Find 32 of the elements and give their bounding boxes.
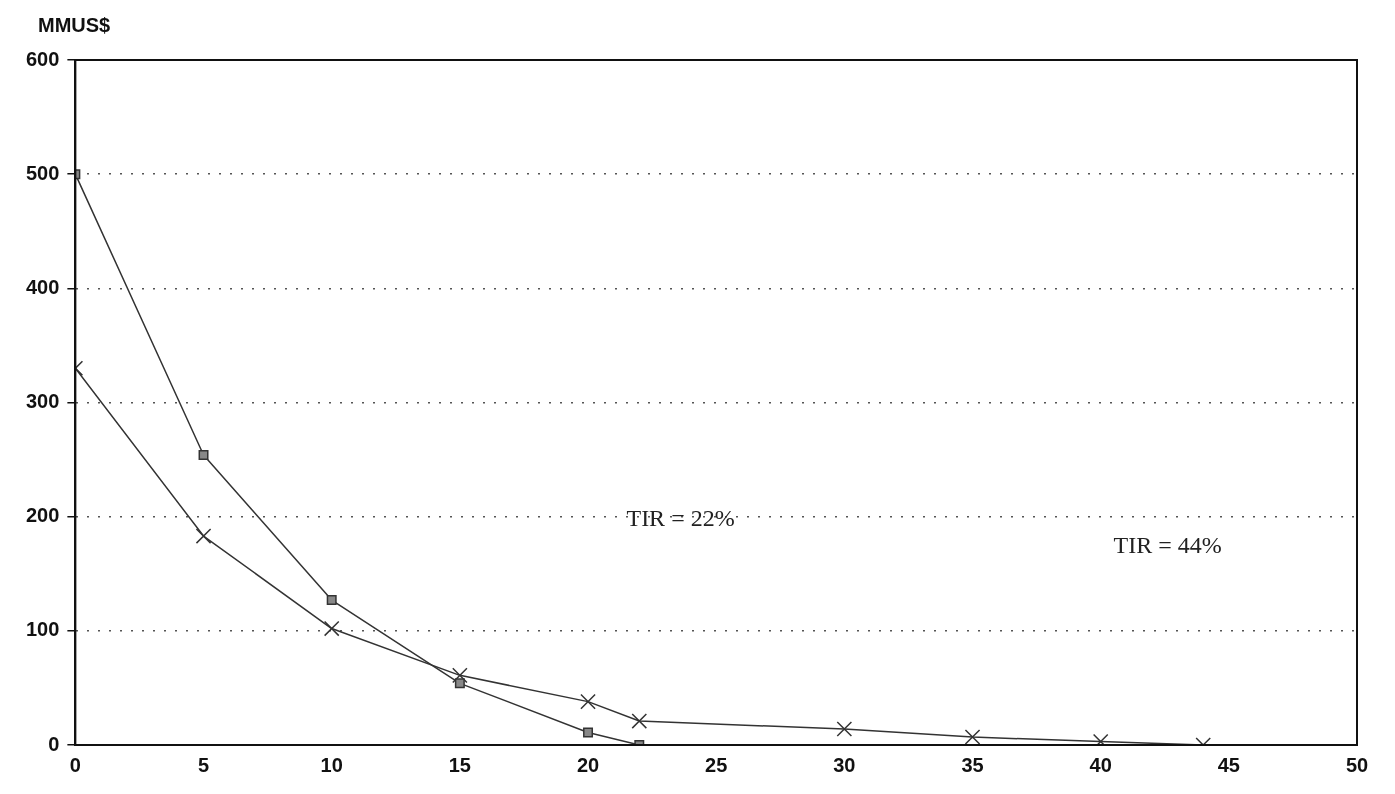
- x-tick-label: 10: [320, 753, 343, 776]
- x-tick-label: 45: [1217, 753, 1240, 776]
- y-tick-label: 0: [48, 732, 60, 755]
- point: [631, 713, 648, 729]
- y-tick-label: 500: [25, 161, 60, 184]
- y-tick-label: 300: [25, 390, 60, 413]
- point: [323, 620, 340, 637]
- x-tick-label: 15: [448, 753, 471, 776]
- y-tick-label: 600: [25, 47, 60, 70]
- x-tick-label: 0: [69, 753, 81, 776]
- point: [326, 595, 337, 605]
- x-tick-label: 5: [197, 753, 210, 776]
- point: [195, 528, 212, 544]
- y-axis-title: MMUS$: [38, 14, 111, 36]
- x-tick-label: 20: [576, 753, 600, 776]
- y-tick-label: 400: [25, 275, 60, 298]
- point: [964, 729, 981, 745]
- point: [454, 678, 465, 689]
- point: [452, 667, 468, 684]
- y-tick-label: 100: [25, 618, 60, 641]
- x-tick-label: 30: [833, 753, 856, 776]
- point: [198, 450, 209, 461]
- x-tick-label: 50: [1345, 753, 1369, 776]
- x-tick-label: 40: [1089, 753, 1112, 776]
- x-tick-label: 35: [961, 753, 984, 776]
- point: [836, 721, 853, 737]
- annotation: TIR = 44%: [1113, 532, 1222, 559]
- point: [583, 727, 594, 738]
- point: [580, 693, 596, 710]
- x-tick-label: 25: [705, 753, 728, 776]
- annotation: TIR = 22%: [626, 504, 735, 531]
- y-tick-label: 200: [25, 504, 60, 527]
